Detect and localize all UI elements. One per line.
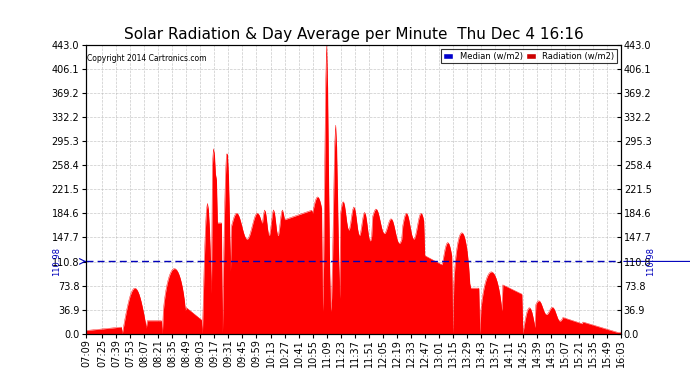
Title: Solar Radiation & Day Average per Minute  Thu Dec 4 16:16: Solar Radiation & Day Average per Minute…	[124, 27, 584, 42]
Text: 110.98: 110.98	[646, 247, 655, 276]
Legend: Median (w/m2), Radiation (w/m2): Median (w/m2), Radiation (w/m2)	[441, 49, 617, 63]
Text: Copyright 2014 Cartronics.com: Copyright 2014 Cartronics.com	[88, 54, 207, 63]
Text: 110.98: 110.98	[52, 247, 61, 276]
